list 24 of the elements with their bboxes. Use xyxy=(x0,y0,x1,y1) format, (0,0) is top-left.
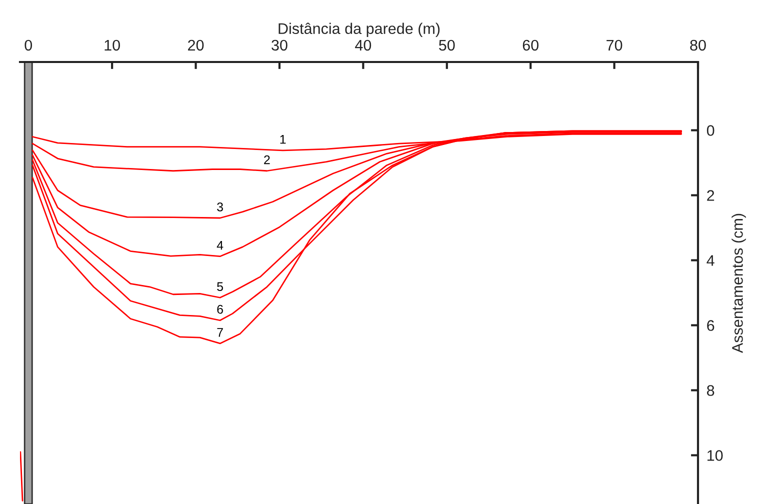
x-tick-label: 70 xyxy=(606,40,622,51)
y-tick-label: 10 xyxy=(708,450,723,461)
y-tick-label: 6 xyxy=(707,320,714,331)
series-label: 4 xyxy=(216,240,224,250)
y-tick-label: 0 xyxy=(706,125,714,136)
x-tick-label: 80 xyxy=(690,40,706,51)
y-tick-label: 4 xyxy=(706,255,714,266)
x-tick-label: 0 xyxy=(24,40,32,51)
x-axis-title: Distância da parede (m) xyxy=(278,22,440,38)
series-label: 3 xyxy=(217,202,223,212)
x-tick-label: 30 xyxy=(272,40,288,51)
y-tick-label: 2 xyxy=(707,190,714,201)
y-tick-label: 8 xyxy=(706,385,714,396)
x-tick-label: 50 xyxy=(439,40,455,51)
series-label: 2 xyxy=(264,155,270,164)
series-label: 6 xyxy=(217,304,223,314)
x-tick-label: 40 xyxy=(355,40,372,51)
y-axis-title: Assentamentos (cm) xyxy=(732,214,746,354)
x-tick-label: 60 xyxy=(522,40,538,51)
series-label: 1 xyxy=(280,135,286,144)
x-tick-label: 20 xyxy=(188,40,204,51)
series-label: 7 xyxy=(217,328,223,337)
x-tick-label: 10 xyxy=(104,40,120,51)
series-label: 5 xyxy=(217,282,224,291)
